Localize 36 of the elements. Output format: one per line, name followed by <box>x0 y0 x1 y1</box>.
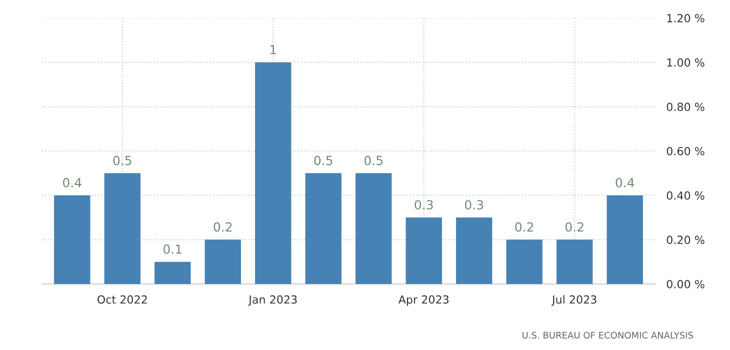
text: U.S. BUREAU OF ECONOMIC ANALYSIS <box>522 332 693 339</box>
y-tick-label: 0.20 % <box>666 236 704 244</box>
x-tick-label: Apr 2023 <box>398 295 448 306</box>
y-tick-label: 1.20 % <box>667 14 704 22</box>
bar <box>204 240 241 284</box>
data-label: 0.5 <box>113 156 132 166</box>
data-label: 0.2 <box>214 222 232 232</box>
bar <box>255 62 292 284</box>
x-tick-label: Oct 2022 <box>98 295 147 304</box>
y-tick-label: 0.80 % <box>666 102 704 112</box>
data-label: 0.4 <box>616 178 634 188</box>
y-tick-label: 1.00 % <box>667 58 704 67</box>
bar <box>456 218 492 284</box>
data-label: 0.5 <box>314 156 332 166</box>
bar <box>104 173 140 284</box>
y-tick-label: 0.40 % <box>666 191 704 200</box>
y-tick-label: 0.60 % <box>666 146 704 156</box>
bar <box>506 240 542 284</box>
bar <box>406 218 442 284</box>
data-label: 0.3 <box>414 200 433 210</box>
bar <box>606 195 643 284</box>
bar <box>356 173 392 284</box>
y-tick-label: 0.00 % <box>666 280 704 288</box>
bar <box>305 173 342 284</box>
data-label: 1 <box>270 45 276 54</box>
data-label: 0.3 <box>465 200 484 210</box>
data-label: 0.5 <box>364 156 382 166</box>
data-label: 0.2 <box>515 222 534 232</box>
bar <box>556 240 593 284</box>
data-label: 0.1 <box>164 244 182 254</box>
data-label: 0.4 <box>63 178 82 188</box>
x-tick-label: Jan 2023 <box>248 295 297 306</box>
data-label: 0.2 <box>565 222 584 232</box>
x-tick-label: Jul 2023 <box>551 295 596 306</box>
bar <box>154 262 191 284</box>
bar <box>54 195 90 284</box>
